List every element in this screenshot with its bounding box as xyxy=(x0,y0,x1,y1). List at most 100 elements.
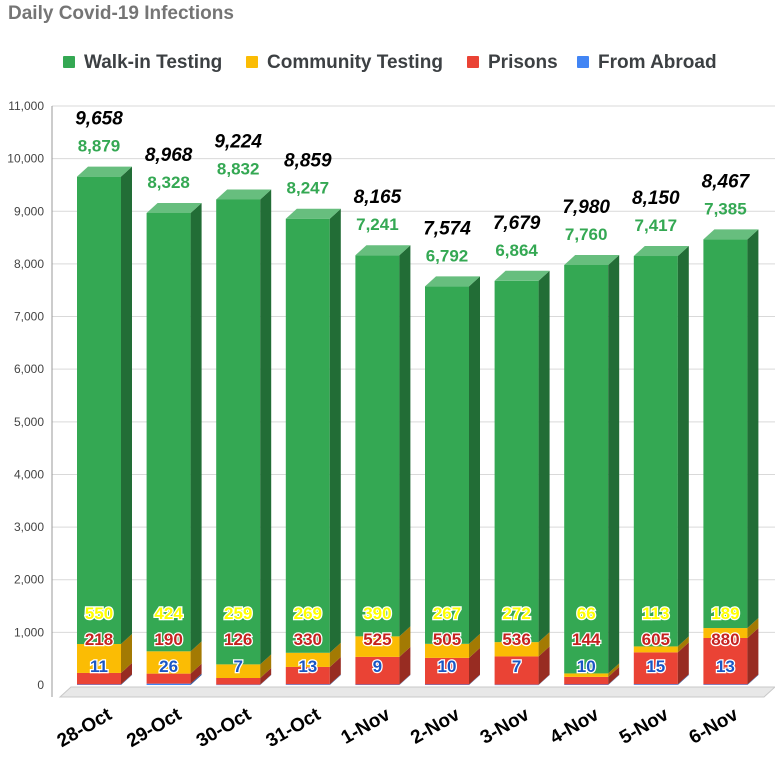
bar-side xyxy=(190,202,202,652)
bar-prisons-30-Oct xyxy=(216,677,261,685)
bar-top xyxy=(77,166,132,177)
bar-side xyxy=(747,618,759,638)
walk-in-label-30-Oct: 8,832 xyxy=(217,159,260,178)
bar-walk-in-testing-6-Nov xyxy=(703,239,748,629)
bar-from-abroad-28-Oct xyxy=(77,684,121,685)
prisons-label-1-Nov: 525 xyxy=(363,630,391,649)
y-tick-label: 7,000 xyxy=(14,310,44,324)
bar-from-abroad-29-Oct xyxy=(146,683,191,685)
bar-top xyxy=(425,276,480,287)
bar-top xyxy=(146,202,202,213)
bar-prisons-4-Nov xyxy=(564,676,609,685)
bar-walk-in-testing-28-Oct xyxy=(77,176,121,644)
bar-side xyxy=(260,189,272,665)
prisons-label-6-Nov: 880 xyxy=(711,630,739,649)
bar-community-testing-1-Nov xyxy=(355,636,400,657)
chart-title: Daily Covid-19 Infections xyxy=(8,3,234,24)
bar-side xyxy=(677,246,689,647)
prisons-label-31-Oct: 330 xyxy=(294,630,322,649)
bar-community-testing-5-Nov xyxy=(633,646,678,653)
prisons-label-29-Oct: 190 xyxy=(154,630,182,649)
prisons-label-2-Nov: 505 xyxy=(433,630,461,649)
legend-label-4: From Abroad xyxy=(598,52,717,73)
bar-prisons-3-Nov xyxy=(494,656,539,685)
bar-side xyxy=(469,633,480,658)
x-axis: 28-Oct 29-Oct 30-Oct 31-Oct 1-Nov 2-Nov 3-Nov 4… xyxy=(54,704,742,752)
prisons-label-4-Nov: 144 xyxy=(572,630,601,649)
walk-in-label-4-Nov: 7,760 xyxy=(565,225,608,244)
total-label-30-Oct: 9,224 xyxy=(214,131,262,152)
community-testing-label-30-Oct: 259 xyxy=(224,604,252,623)
bar-from-abroad-1-Nov xyxy=(355,684,400,686)
prisons-label-3-Nov: 536 xyxy=(502,630,530,649)
walk-in-label-3-Nov: 6,864 xyxy=(495,241,538,260)
bars xyxy=(77,166,759,686)
bar-side xyxy=(538,674,550,685)
bar-side xyxy=(260,667,272,685)
bar-side xyxy=(260,654,272,678)
y-axis: 0 1,000 2,000 3,000 4,000 5,000 6,000 7,000 8,00… xyxy=(7,99,44,692)
walk-in-label-2-Nov: 6,792 xyxy=(426,246,469,265)
walk-in-label-28-Oct: 8,879 xyxy=(78,137,121,156)
bar-from-abroad-30-Oct xyxy=(216,684,261,686)
data-labels: 9,658 8,879 550 218 11 8,968 8,328 424 190 26 9,22… xyxy=(75,109,750,678)
bar-side xyxy=(608,254,620,674)
y-tick-label: 10,000 xyxy=(7,152,44,166)
bar-side xyxy=(538,632,550,657)
from-abroad-label-4-Nov: 10 xyxy=(577,657,596,676)
x-tick-label-3-Nov: 3-Nov xyxy=(477,704,534,749)
legend-swatch-3 xyxy=(467,56,479,68)
community-testing-label-5-Nov: 113 xyxy=(642,604,669,623)
bar-side xyxy=(399,646,411,685)
bar-community-testing-3-Nov xyxy=(494,642,539,657)
y-tick-label: 0 xyxy=(37,678,44,692)
bar-side xyxy=(608,674,620,685)
bar-side xyxy=(538,270,550,643)
bar-walk-in-testing-31-Oct xyxy=(285,218,330,653)
bar-community-testing-31-Oct xyxy=(285,652,330,667)
bar-side xyxy=(608,666,620,685)
bar-walk-in-testing-30-Oct xyxy=(216,199,261,665)
total-label-5-Nov: 8,150 xyxy=(632,188,680,209)
from-abroad-label-5-Nov: 15 xyxy=(646,657,665,676)
bar-from-abroad-3-Nov xyxy=(494,684,539,686)
x-tick-label-4-Nov: 4-Nov xyxy=(546,704,603,749)
prisons-label-5-Nov: 605 xyxy=(642,630,670,649)
bar-side xyxy=(469,276,480,644)
bar-side xyxy=(608,663,620,677)
total-label-3-Nov: 7,679 xyxy=(493,213,541,234)
x-tick-label-6-Nov: 6-Nov xyxy=(686,704,743,749)
bar-top xyxy=(285,208,341,219)
from-abroad-label-30-Oct: 7 xyxy=(233,657,242,676)
bar-community-testing-28-Oct xyxy=(77,643,121,673)
bar-prisons-5-Nov xyxy=(633,652,678,685)
bar-community-testing-30-Oct xyxy=(216,664,261,678)
bar-top xyxy=(703,229,759,240)
y-tick-label: 8,000 xyxy=(14,257,44,271)
bar-side xyxy=(329,642,341,667)
bar-side xyxy=(121,674,132,685)
legend-label-3: Prisons xyxy=(488,52,558,73)
bar-side xyxy=(677,642,689,685)
bar-side xyxy=(538,646,550,685)
y-tick-label: 4,000 xyxy=(14,467,44,481)
from-abroad-label-3-Nov: 7 xyxy=(512,657,521,676)
y-tick-label: 6,000 xyxy=(14,362,44,376)
bar-side xyxy=(260,674,272,685)
bar-from-abroad-6-Nov xyxy=(703,684,748,685)
bar-walk-in-testing-5-Nov xyxy=(633,256,678,647)
bar-from-abroad-31-Oct xyxy=(285,684,330,685)
bar-top xyxy=(564,254,620,265)
community-testing-label-31-Oct: 269 xyxy=(294,604,322,623)
from-abroad-label-6-Nov: 13 xyxy=(716,657,735,676)
bar-top xyxy=(355,245,411,256)
x-tick-label-1-Nov: 1-Nov xyxy=(338,704,395,749)
community-testing-label-3-Nov: 272 xyxy=(502,604,530,623)
from-abroad-label-29-Oct: 26 xyxy=(159,657,178,676)
legend-label-1: Walk-in Testing xyxy=(84,52,222,73)
bar-side xyxy=(469,674,480,685)
x-tick-label-31-Oct: 31-Oct xyxy=(263,704,325,752)
bar-top xyxy=(633,246,689,257)
bar-side xyxy=(190,673,202,685)
